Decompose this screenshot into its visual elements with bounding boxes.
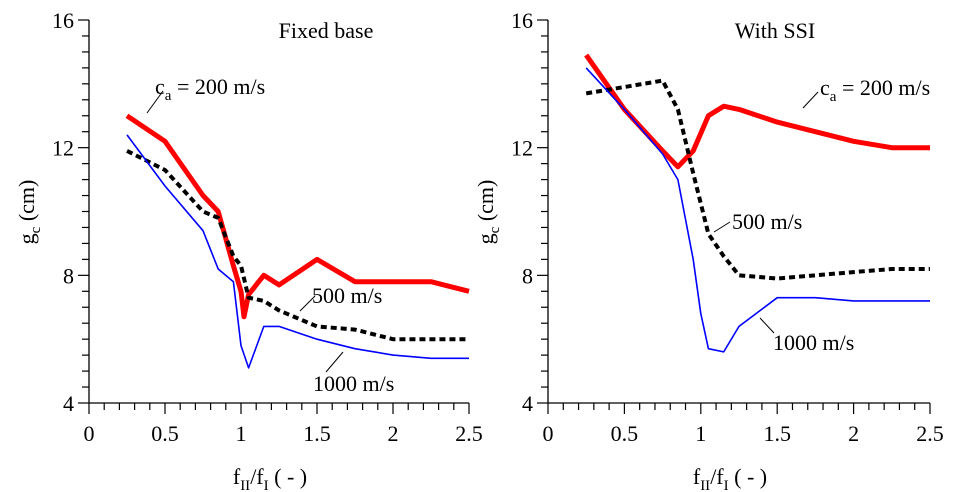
annotation-200: ca = 200 m/s bbox=[820, 75, 930, 105]
chart-title: Fixed base bbox=[279, 18, 374, 43]
plot-series bbox=[584, 53, 930, 353]
y-tick-label: 16 bbox=[511, 8, 533, 33]
x-tick-label: 0 bbox=[84, 421, 95, 446]
y-tick-label: 4 bbox=[63, 391, 74, 416]
x-axis-label: fII/fI ( - ) bbox=[693, 464, 767, 492]
x-axis-label: fII/fI ( - ) bbox=[233, 464, 307, 492]
chart-panel-with-ssi: 0 0.5 1 1.5 2 2.5 4 8 12 16 With SSI gc (cm) fII/… bbox=[473, 8, 944, 492]
series-line-c-a-200-m-s bbox=[584, 53, 930, 170]
y-tick-label: 8 bbox=[63, 263, 74, 288]
annotation-500: 500 m/s bbox=[312, 283, 382, 308]
x-tick-label: 2.5 bbox=[455, 421, 483, 446]
annotation-leader-1000 bbox=[325, 351, 344, 373]
tick-labels: 0 0.5 1 1.5 2 2.5 4 8 12 16 bbox=[511, 8, 944, 446]
y-tick-label: 16 bbox=[52, 8, 74, 33]
x-tick-label: 1 bbox=[695, 421, 706, 446]
x-tick-label: 1.5 bbox=[763, 421, 791, 446]
chart-title: With SSI bbox=[735, 18, 815, 43]
y-tick-label: 12 bbox=[52, 136, 74, 161]
series-line-c-a-200-m-s bbox=[125, 113, 470, 320]
x-tick-label: 2 bbox=[848, 421, 859, 446]
series-line-500-m-s bbox=[126, 149, 469, 342]
plot-series bbox=[125, 113, 470, 369]
y-axis-label: gc (cm) bbox=[14, 180, 44, 245]
y-tick-label: 8 bbox=[522, 263, 533, 288]
annotation-leader-200 bbox=[146, 90, 164, 114]
series-line-500-m-s bbox=[585, 78, 930, 281]
series-line-1000-m-s bbox=[126, 134, 469, 369]
y-axis-label: gc (cm) bbox=[473, 180, 503, 245]
x-tick-label: 2 bbox=[388, 421, 399, 446]
annotation-1000: 1000 m/s bbox=[773, 330, 854, 355]
x-tick-label: 1.5 bbox=[303, 421, 331, 446]
tick-labels: 0 0.5 1 1.5 2 2.5 4 8 12 16 bbox=[52, 8, 483, 446]
y-tick-label: 4 bbox=[522, 391, 533, 416]
x-tick-label: 1 bbox=[236, 421, 247, 446]
annotation-leader-1000 bbox=[759, 317, 775, 334]
annotation-leader-500 bbox=[299, 295, 316, 312]
series-line-1000-m-s bbox=[585, 67, 930, 353]
y-tick-label: 12 bbox=[511, 136, 533, 161]
axes bbox=[78, 19, 470, 414]
x-tick-label: 0 bbox=[543, 421, 554, 446]
axes bbox=[537, 19, 931, 414]
annotation-leader-200 bbox=[802, 91, 819, 109]
x-tick-label: 2.5 bbox=[916, 421, 944, 446]
chart-panel-fixed-base: 0 0.5 1 1.5 2 2.5 4 8 12 16 Fixed base gc (cm) fI… bbox=[14, 8, 483, 492]
annotation-leader-500 bbox=[713, 221, 731, 233]
annotation-200: ca = 200 m/s bbox=[155, 74, 265, 104]
annotation-500: 500 m/s bbox=[732, 209, 802, 234]
x-tick-label: 0.5 bbox=[151, 421, 179, 446]
x-tick-label: 0.5 bbox=[611, 421, 639, 446]
annotation-1000: 1000 m/s bbox=[313, 371, 394, 396]
